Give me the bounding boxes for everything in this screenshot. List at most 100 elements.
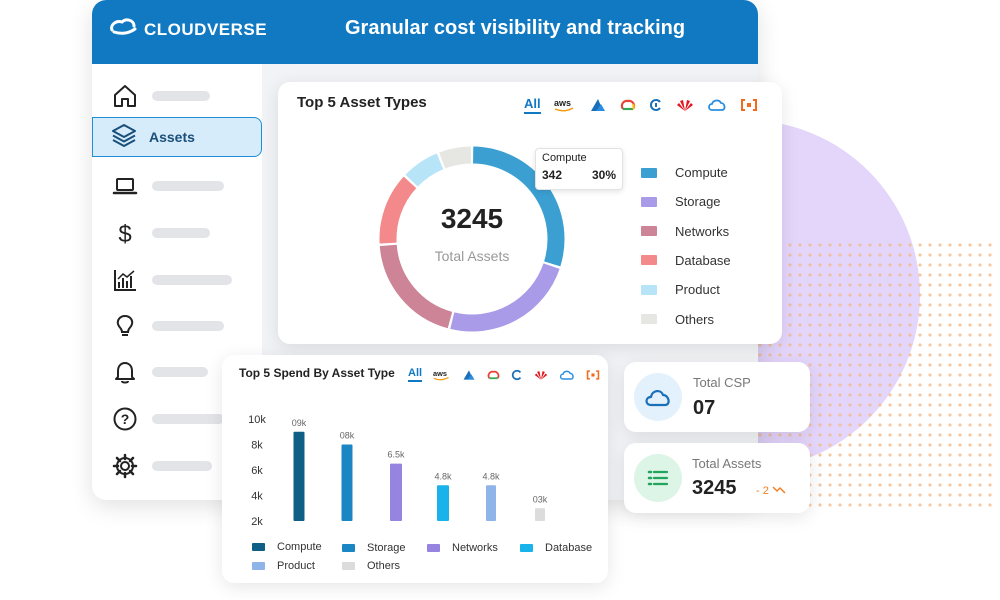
legend-item-networks[interactable]: Networks <box>427 542 498 554</box>
legend-label: Others <box>367 560 401 572</box>
donut-slice-others[interactable] <box>439 146 472 169</box>
sidebar-placeholder <box>152 461 212 471</box>
sidebar-item-analytics[interactable] <box>110 261 260 299</box>
list-icon <box>634 454 682 502</box>
card-title: Top 5 Spend By Asset Type <box>239 366 395 380</box>
spend-card: Top 5 Spend By Asset Type All aws 2k 4k 6k… <box>222 355 608 583</box>
header-bar: CLOUDVERSE Granular cost visibility and … <box>92 0 758 64</box>
provider-all-tab[interactable]: All <box>524 96 541 114</box>
y-tick-label: 6k <box>251 465 263 477</box>
huawei-icon[interactable] <box>534 369 548 381</box>
y-tick-label: 8k <box>251 440 263 452</box>
legend-item-others[interactable]: Others <box>641 312 714 327</box>
chart-tooltip: Compute 342 30% <box>535 148 623 190</box>
sidebar-item-notifications[interactable] <box>110 353 260 391</box>
legend-label: Networks <box>452 542 498 554</box>
logo[interactable]: CLOUDVERSE <box>108 16 267 43</box>
legend-item-others[interactable]: Others <box>342 560 400 572</box>
alibaba-icon[interactable] <box>511 369 523 381</box>
donut-slice-networks[interactable] <box>379 244 453 329</box>
sidebar-placeholder <box>152 228 210 238</box>
stat-value: 3245 <box>692 477 737 499</box>
provider-all-tab[interactable]: All <box>408 367 423 382</box>
legend-item-product[interactable]: Product <box>641 282 720 297</box>
bar-others[interactable] <box>535 508 545 521</box>
stat-label: Total CSP <box>693 375 751 390</box>
asset-types-card: Top 5 Asset Types All aws 3245 Total Ass… <box>278 82 782 344</box>
bar-database[interactable] <box>437 485 449 521</box>
svg-text:$: $ <box>118 221 131 247</box>
ibm-cloud-icon[interactable] <box>559 369 575 381</box>
sidebar-item-label: Assets <box>149 129 195 145</box>
legend-item-database[interactable]: Database <box>641 253 731 268</box>
legend-swatch <box>641 284 657 295</box>
logo-text: CLOUDVERSE <box>144 19 268 39</box>
delta-value: - 2 <box>756 485 769 497</box>
gcp-icon[interactable] <box>620 98 636 112</box>
sidebar-item-devices[interactable] <box>110 167 260 205</box>
huawei-icon[interactable] <box>676 98 694 112</box>
card-title: Top 5 Asset Types <box>297 94 427 111</box>
cloud-icon <box>634 373 682 421</box>
oracle-icon[interactable] <box>740 98 758 112</box>
total-assets-card: Total Assets 3245 - 2 <box>624 443 810 513</box>
gcp-icon[interactable] <box>487 369 500 381</box>
alibaba-icon[interactable] <box>649 98 663 112</box>
aws-icon[interactable]: aws <box>433 369 451 381</box>
donut-slice-database[interactable] <box>379 176 417 244</box>
legend-swatch <box>252 562 265 570</box>
stat-value: 07 <box>693 397 716 419</box>
sidebar-placeholder <box>152 181 224 191</box>
sidebar-item-cost[interactable]: $ <box>110 214 260 252</box>
legend-item-compute[interactable]: Compute <box>641 165 728 180</box>
bar-value-label: 4.8k <box>434 471 452 481</box>
sidebar-item-assets[interactable]: Assets <box>92 117 262 157</box>
layers-icon <box>111 122 137 153</box>
provider-filter: All aws <box>524 96 758 114</box>
azure-icon[interactable] <box>462 369 476 381</box>
page-title: Granular cost visibility and tracking <box>345 17 686 39</box>
legend-item-database[interactable]: Database <box>520 542 592 554</box>
total-csp-card: Total CSP 07 <box>624 362 810 432</box>
legend-swatch <box>342 562 355 570</box>
legend-label: Product <box>277 560 315 572</box>
cloud-logo-icon <box>108 16 138 43</box>
sidebar-item-home[interactable] <box>110 77 260 115</box>
azure-icon[interactable] <box>589 98 607 112</box>
legend-swatch <box>641 255 657 266</box>
sidebar-item-settings[interactable] <box>110 447 260 485</box>
ibm-cloud-icon[interactable] <box>707 98 727 112</box>
svg-text:aws: aws <box>554 98 571 108</box>
laptop-icon <box>110 171 140 201</box>
legend-swatch <box>641 196 657 207</box>
legend-swatch <box>252 543 265 551</box>
svg-text:aws: aws <box>433 369 447 378</box>
sidebar-placeholder <box>152 91 210 101</box>
legend-swatch <box>641 167 657 178</box>
bar-value-label: 4.8k <box>482 471 500 481</box>
donut-slice-storage[interactable] <box>450 263 560 332</box>
aws-icon[interactable]: aws <box>554 98 576 112</box>
legend-label: Compute <box>675 165 728 180</box>
oracle-icon[interactable] <box>586 369 600 381</box>
bar-product[interactable] <box>486 485 496 521</box>
bar-storage[interactable] <box>341 444 353 522</box>
sidebar-item-insights[interactable] <box>110 307 260 345</box>
legend-item-storage[interactable]: Storage <box>641 194 721 209</box>
sidebar-placeholder <box>152 275 232 285</box>
legend-item-product[interactable]: Product <box>252 560 315 572</box>
lightbulb-icon <box>110 311 140 341</box>
donut-slice-product[interactable] <box>405 153 444 187</box>
legend-item-storage[interactable]: Storage <box>342 542 406 554</box>
legend-label: Storage <box>675 194 721 210</box>
bar-compute[interactable] <box>293 431 305 521</box>
tooltip-percent: 30% <box>591 168 616 182</box>
legend-item-networks[interactable]: Networks <box>641 224 729 239</box>
sidebar-item-help[interactable]: ? <box>110 400 260 438</box>
legend-swatch <box>427 544 440 552</box>
legend-label: Networks <box>675 223 730 239</box>
legend-label: Compute <box>277 541 322 553</box>
legend-item-compute[interactable]: Compute <box>252 541 322 553</box>
bar-networks[interactable] <box>390 463 402 521</box>
legend-label: Storage <box>367 542 406 554</box>
